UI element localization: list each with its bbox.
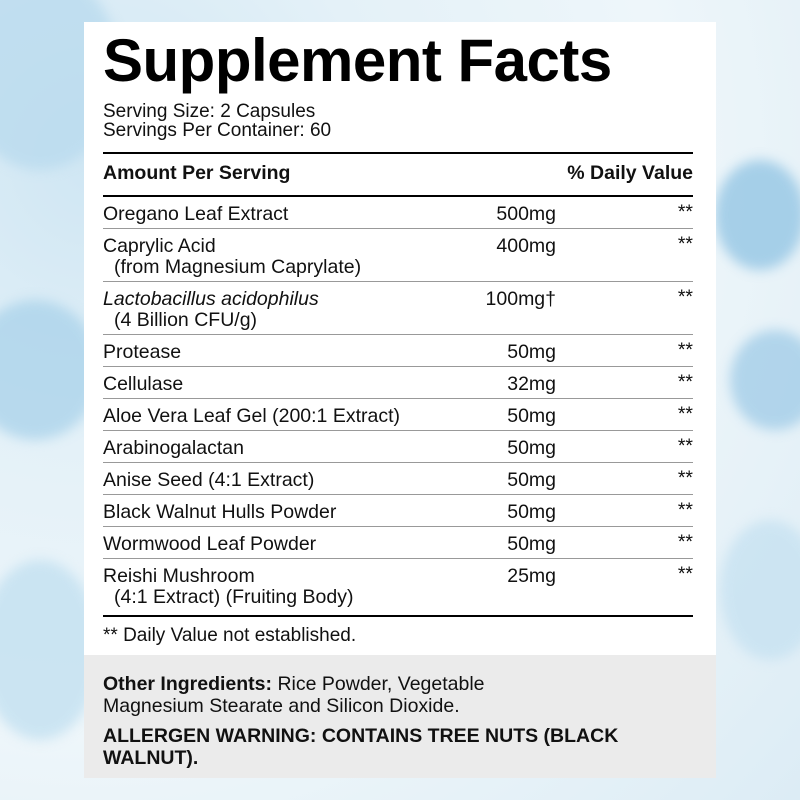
allergen-warning: ALLERGEN WARNING: CONTAINS TREE NUTS (BL… [103,725,619,769]
amount: 50mg [507,533,556,555]
other-ingredients: Other Ingredients: Rice Powder, Vegetabl… [103,673,583,717]
amount: 50mg [507,437,556,459]
amount: 400mg [496,235,556,257]
amount: 100mg† [485,288,556,310]
ingredient-name: Protease [103,341,182,363]
daily-value: ** [677,339,693,361]
rule [103,152,693,154]
ingredient-note: (from Magnesium Caprylate) [114,256,362,278]
amount: 50mg [507,501,556,523]
bg-bubble [715,160,800,270]
facts-panel: Supplement Facts Serving Size: 2 Capsule… [84,22,716,778]
ingredient-row: Reishi Mushroom (4:1 Extract) (Fruiting B… [103,559,693,611]
ingredient-name: Black Walnut Hulls Powder [103,501,337,523]
dv-header: % Daily Value [567,162,693,184]
title: Supplement Facts [103,27,612,94]
ingredient-row: Arabinogalactan 50mg ** [103,431,693,463]
footnote: ** Daily Value not established. [103,625,357,646]
amount: 25mg [507,565,556,587]
other-label: Other Ingredients: [103,673,273,695]
other-text: Rice Powder, Vegetable Magnesium Stearat… [103,673,485,717]
ingredient-name: Cellulase [103,373,184,395]
ingredient-row: Oregano Leaf Extract 500mg ** [103,197,693,229]
ingredient-row: Protease 50mg ** [103,335,693,367]
bg-bubble [730,330,800,430]
ingredient-name: Caprylic Acid [103,235,216,257]
ingredient-row: Cellulase 32mg ** [103,367,693,399]
bg-bubble [720,520,800,660]
daily-value: ** [677,286,693,308]
bg-bubble [0,560,100,740]
amount: 500mg [496,203,556,225]
daily-value: ** [677,563,693,585]
daily-value: ** [677,435,693,457]
daily-value: ** [677,531,693,553]
amount: 50mg [507,405,556,427]
ingredient-name: Anise Seed (4:1 Extract) [103,469,315,491]
ingredient-name: Wormwood Leaf Powder [103,533,317,555]
ingredient-row: Wormwood Leaf Powder 50mg ** [103,527,693,559]
amount-header: Amount Per Serving [103,162,291,184]
amount: 50mg [507,469,556,491]
daily-value: ** [677,467,693,489]
daily-value: ** [677,403,693,425]
ingredient-note: (4 Billion CFU/g) [114,309,258,331]
ingredient-row: Caprylic Acid (from Magnesium Caprylate) 4… [103,229,693,282]
amount: 32mg [507,373,556,395]
other-section: Other Ingredients: Rice Powder, Vegetabl… [84,655,716,778]
rule [103,195,693,197]
ingredient-name: Oregano Leaf Extract [103,203,289,225]
daily-value: ** [677,233,693,255]
ingredient-name: Arabinogalactan [103,437,244,459]
ingredient-name: Lactobacillus acidophilus [103,288,319,310]
ingredient-row: Anise Seed (4:1 Extract) 50mg ** [103,463,693,495]
daily-value: ** [677,499,693,521]
daily-value: ** [677,371,693,393]
ingredient-row: Aloe Vera Leaf Gel (200:1 Extract) 50mg ** [103,399,693,431]
serving-size: Serving Size: 2 Capsules [103,101,316,122]
ingredient-note: (4:1 Extract) (Fruiting Body) [114,586,354,608]
rule [103,615,693,617]
bg-bubble [0,300,100,440]
ingredient-name: Reishi Mushroom [103,565,255,587]
daily-value: ** [677,201,693,223]
ingredient-row: Lactobacillus acidophilus (4 Billion CFU/… [103,282,693,335]
servings-per-container: Servings Per Container: 60 [103,120,332,141]
ingredient-name: Aloe Vera Leaf Gel (200:1 Extract) [103,405,400,427]
amount: 50mg [507,341,556,363]
ingredient-row: Black Walnut Hulls Powder 50mg ** [103,495,693,527]
